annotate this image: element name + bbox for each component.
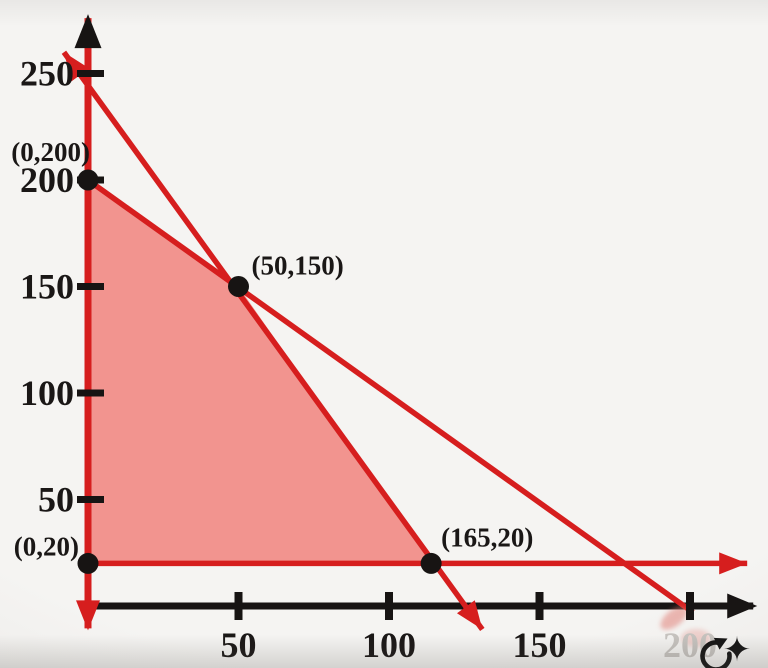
y-tick <box>77 389 104 397</box>
rotate-arrowhead-icon <box>713 637 728 650</box>
vertex-dot <box>77 552 99 574</box>
x-tick <box>234 592 243 620</box>
y-axis-up-arrow-icon <box>74 14 102 49</box>
y-tick-label: 50 <box>38 480 74 520</box>
y-tick-label: 100 <box>20 373 74 413</box>
vertex-dot <box>77 169 99 191</box>
pink-smudge <box>660 606 688 630</box>
x-tick <box>535 592 544 620</box>
constraint-line-x-y-200 <box>86 177 695 615</box>
x-tick-label: 50 <box>221 625 257 665</box>
rotate-arrow-icon <box>700 640 732 668</box>
y-axis-down-arrow-icon <box>76 600 100 631</box>
vertex-label: (50,150) <box>252 251 344 281</box>
line-arrow-icon <box>456 600 483 630</box>
constraint-line-2x-y-250 <box>61 50 485 632</box>
vertex-label: (0,20) <box>14 531 79 561</box>
y-tick-label: 200 <box>20 160 74 200</box>
y-tick-label: 250 <box>20 54 74 94</box>
line-arrow-icon <box>719 552 748 575</box>
vertex-dot <box>420 552 442 574</box>
y-tick <box>77 283 104 290</box>
line-arrow-icon <box>63 52 90 82</box>
x-tick-label: 150 <box>513 625 567 665</box>
vertex-label: (0,200) <box>11 137 90 167</box>
vertex-label: (165,20) <box>441 522 533 552</box>
x-tick <box>385 592 393 620</box>
feasible-region-fill <box>88 180 432 564</box>
x-tick <box>686 592 694 620</box>
pink-smudge <box>681 629 712 647</box>
x-tick-label: 100 <box>362 625 416 665</box>
x-axis-arrow-icon <box>727 593 758 619</box>
sparkle-icon: ✦ <box>723 630 752 668</box>
y-tick-label: 150 <box>20 267 74 307</box>
y-tick <box>77 70 104 77</box>
vertex-dot <box>228 276 249 297</box>
y-tick <box>77 496 104 503</box>
